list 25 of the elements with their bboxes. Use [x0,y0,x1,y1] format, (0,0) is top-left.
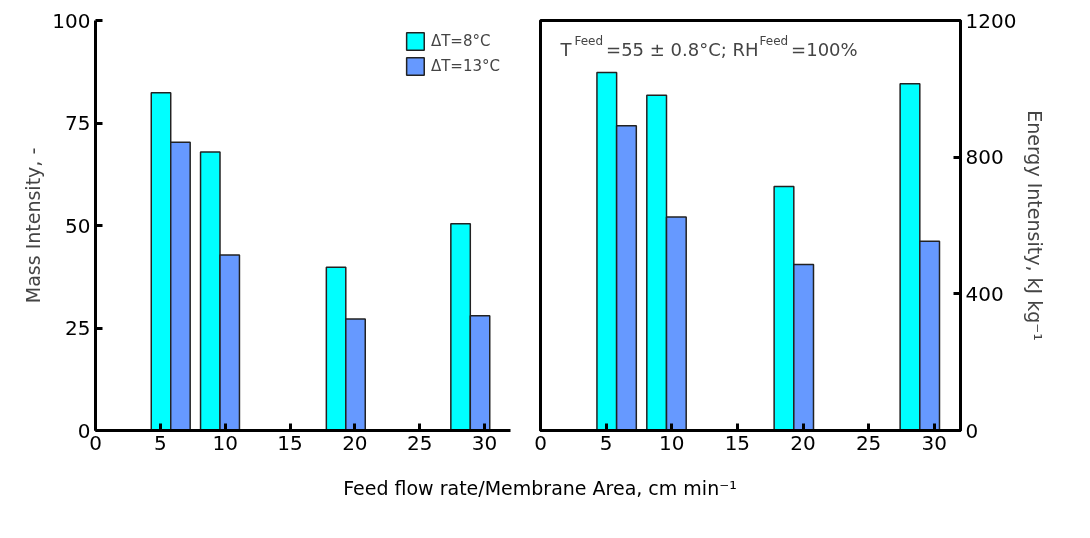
x-tick-label: 25 [406,430,433,455]
y-axis-title: Mass Intensity, - [22,147,45,304]
x-tick-label: 20 [790,430,816,455]
legend-label: ΔT=13°C [430,57,500,75]
x-tick-label: 5 [599,430,613,455]
y2-tick-label: 1200 [965,8,1017,33]
x-tick-label: 15 [724,430,751,455]
x-tick-label: 30 [921,430,947,455]
legend-label: ΔT=8°C [430,32,491,50]
x-axis-title: Feed flow rate/Membrane Area, cm min⁻¹ [342,476,738,501]
y-tick-label: 100 [52,8,91,33]
y2-axis-title: Energy Intensity, kJ kg⁻¹ [1024,110,1047,341]
y2-tick-label: 800 [965,145,1004,170]
y-tick-label: 75 [65,111,91,135]
x-tick-label: 10 [212,430,238,455]
x-tick-label: 20 [342,430,368,455]
y-tick-label: 25 [65,316,91,340]
x-tick-label: 10 [659,430,685,455]
x-tick-label: 15 [277,430,303,455]
x-tick-label: 25 [855,430,882,455]
x-tick-label: 30 [471,430,498,455]
x-tick-label: 0 [534,430,547,455]
x-tick-label: 5 [153,430,167,455]
y-tick-label: 50 [65,213,91,238]
y2-tick-label: 400 [965,281,1004,306]
